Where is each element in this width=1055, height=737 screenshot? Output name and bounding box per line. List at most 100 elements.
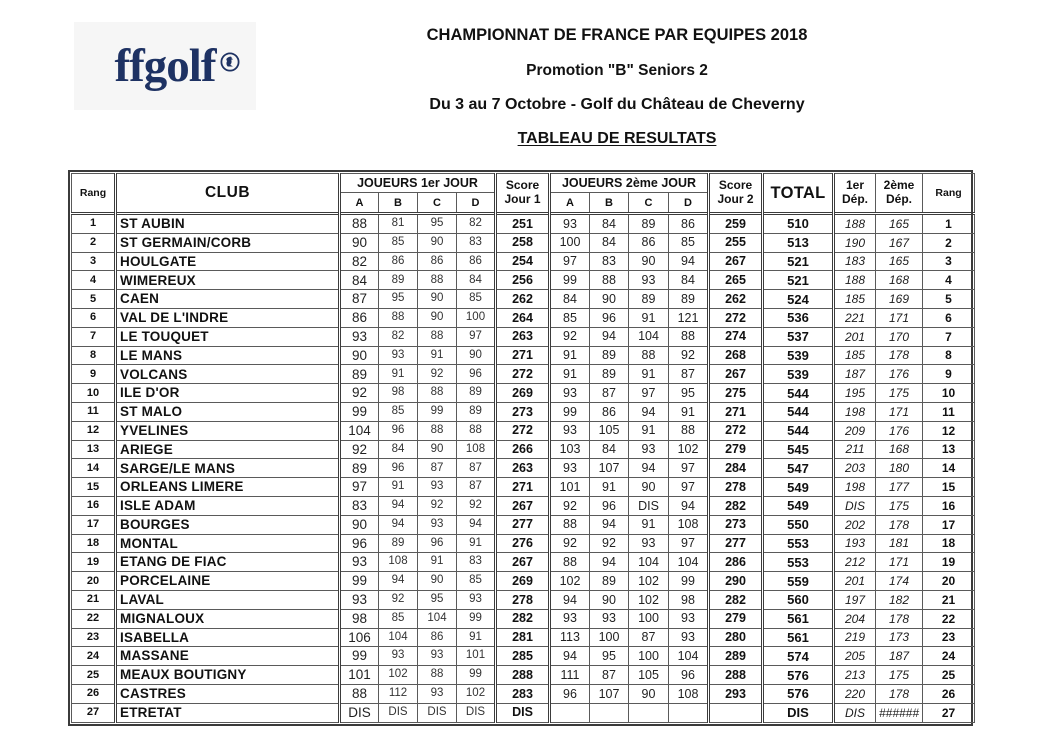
day1-player-a-cell: 84 — [338, 270, 379, 291]
score-day1-cell: 263 — [494, 458, 550, 479]
total-cell: 521 — [761, 251, 835, 272]
score-day1-cell: 283 — [494, 683, 550, 704]
col-header-score-day2: Score Jour 2 — [707, 173, 764, 214]
col-header-day1-d: D — [456, 192, 496, 214]
day2-player-c-cell: 90 — [628, 683, 669, 704]
day1-player-d-cell: 89 — [456, 383, 496, 403]
table-row: 7 LE TOUQUET 93 82 88 97 263 92 94 104 8… — [71, 326, 976, 347]
club-name-cell: LAVAL — [114, 589, 340, 610]
table-row: 9 VOLCANS 89 91 92 96 272 91 89 91 87 26… — [71, 364, 976, 385]
score-day2-cell: 273 — [707, 514, 764, 535]
rank-left-cell: 9 — [71, 364, 116, 385]
day1-player-d-cell: 91 — [456, 627, 496, 648]
day1-player-c-cell: 90 — [417, 571, 457, 591]
dep1-cell: 201 — [832, 326, 877, 347]
day1-player-c-cell: 90 — [417, 439, 457, 460]
page-title: CHAMPIONNAT DE FRANCE PAR EQUIPES 2018 — [426, 26, 808, 44]
rank-right-cell: 25 — [922, 665, 976, 685]
day1-player-d-cell: DIS — [456, 702, 496, 723]
day1-player-c-cell: 90 — [417, 307, 457, 328]
club-name-cell: ORLEANS LIMERE — [114, 477, 340, 497]
dep1-cell: 213 — [832, 665, 877, 685]
col-header-day1-c: C — [417, 192, 457, 214]
total-cell: DIS — [761, 702, 835, 723]
total-cell: 576 — [761, 683, 835, 704]
dep1-cell: 205 — [832, 646, 877, 667]
dep1-cell: 209 — [832, 420, 877, 441]
dep1-cell: 220 — [832, 683, 877, 704]
score-day1-cell: 272 — [494, 364, 550, 385]
total-cell: 549 — [761, 477, 835, 497]
col-header-total: TOTAL — [761, 173, 835, 214]
score-day1-cell: 288 — [494, 665, 550, 685]
day1-player-a-cell: 88 — [338, 683, 379, 704]
score-day2-cell: 255 — [707, 232, 764, 253]
day1-player-a-cell: 83 — [338, 495, 379, 516]
rank-left-cell: 27 — [71, 702, 116, 723]
day2-player-a-cell — [548, 702, 590, 723]
dep2-cell: 173 — [875, 627, 924, 648]
day2-player-d-cell: 98 — [667, 589, 710, 610]
total-cell: 559 — [761, 571, 835, 591]
table-row: 21 LAVAL 93 92 95 93 278 94 90 102 98 28… — [71, 589, 976, 610]
score-day1-cell: 267 — [494, 552, 550, 573]
day1-player-c-cell: 90 — [417, 289, 457, 309]
day2-player-c-cell: 93 — [628, 533, 669, 554]
score-day1-cell: 267 — [494, 495, 550, 516]
rank-right-cell: 14 — [922, 458, 976, 479]
day1-player-b-cell: 92 — [378, 589, 418, 610]
day1-player-a-cell: 89 — [338, 458, 379, 479]
table-row: 14 SARGE/LE MANS 89 96 87 87 263 93 107 … — [71, 458, 976, 479]
day2-player-d-cell: 97 — [667, 458, 710, 479]
dep1-cell: 183 — [832, 251, 877, 272]
day1-player-d-cell: 100 — [456, 307, 496, 328]
day1-player-d-cell: 89 — [456, 401, 496, 422]
day2-player-c-cell: DIS — [628, 495, 669, 516]
day1-player-b-cell: 89 — [378, 533, 418, 554]
rank-left-cell: 15 — [71, 477, 116, 497]
day2-player-b-cell: 94 — [589, 514, 629, 535]
rank-right-cell: 20 — [922, 571, 976, 591]
dep2-cell: 178 — [875, 683, 924, 704]
col-header-rank-left: Rang — [71, 173, 116, 214]
day1-player-d-cell: 90 — [456, 345, 496, 366]
day1-player-c-cell: 90 — [417, 232, 457, 253]
dep1-cell: 211 — [832, 439, 877, 460]
col-header-dep1: 1er Dép. — [832, 173, 877, 214]
total-cell: 574 — [761, 646, 835, 667]
score-day2-cell: 268 — [707, 345, 764, 366]
day1-player-b-cell: 94 — [378, 495, 418, 516]
score-day1-cell: 269 — [494, 383, 550, 403]
dep2-cell: 176 — [875, 420, 924, 441]
day1-player-a-cell: 99 — [338, 646, 379, 667]
day2-player-a-cell: 92 — [548, 495, 590, 516]
rank-right-cell: 18 — [922, 533, 976, 554]
day1-player-a-cell: 86 — [338, 307, 379, 328]
club-name-cell: BOURGES — [114, 514, 340, 535]
day1-player-c-cell: 86 — [417, 251, 457, 272]
day1-player-a-cell: 97 — [338, 477, 379, 497]
score-day1-cell: 285 — [494, 646, 550, 667]
rank-left-cell: 16 — [71, 495, 116, 516]
day1-player-d-cell: 86 — [456, 251, 496, 272]
day2-player-c-cell: 102 — [628, 589, 669, 610]
table-row: 18 MONTAL 96 89 96 91 276 92 92 93 97 27… — [71, 533, 976, 554]
day1-player-b-cell: 93 — [378, 646, 418, 667]
col-header-day1-a: A — [338, 192, 379, 214]
day1-player-b-cell: 93 — [378, 345, 418, 366]
day1-player-c-cell: 92 — [417, 364, 457, 385]
day1-player-b-cell: 82 — [378, 326, 418, 347]
day2-player-c-cell: 91 — [628, 514, 669, 535]
dep2-cell: 182 — [875, 589, 924, 610]
rank-right-cell: 19 — [922, 552, 976, 573]
day2-player-a-cell: 93 — [548, 458, 590, 479]
day2-player-a-cell: 93 — [548, 608, 590, 629]
rank-left-cell: 25 — [71, 665, 116, 685]
day1-player-d-cell: 83 — [456, 232, 496, 253]
score-day2-cell: 279 — [707, 439, 764, 460]
score-day1-cell: 276 — [494, 533, 550, 554]
club-name-cell: ST MALO — [114, 401, 340, 422]
day2-player-d-cell: 96 — [667, 665, 710, 685]
table-row: 20 PORCELAINE 99 94 90 85 269 102 89 102… — [71, 571, 976, 591]
rank-left-cell: 18 — [71, 533, 116, 554]
